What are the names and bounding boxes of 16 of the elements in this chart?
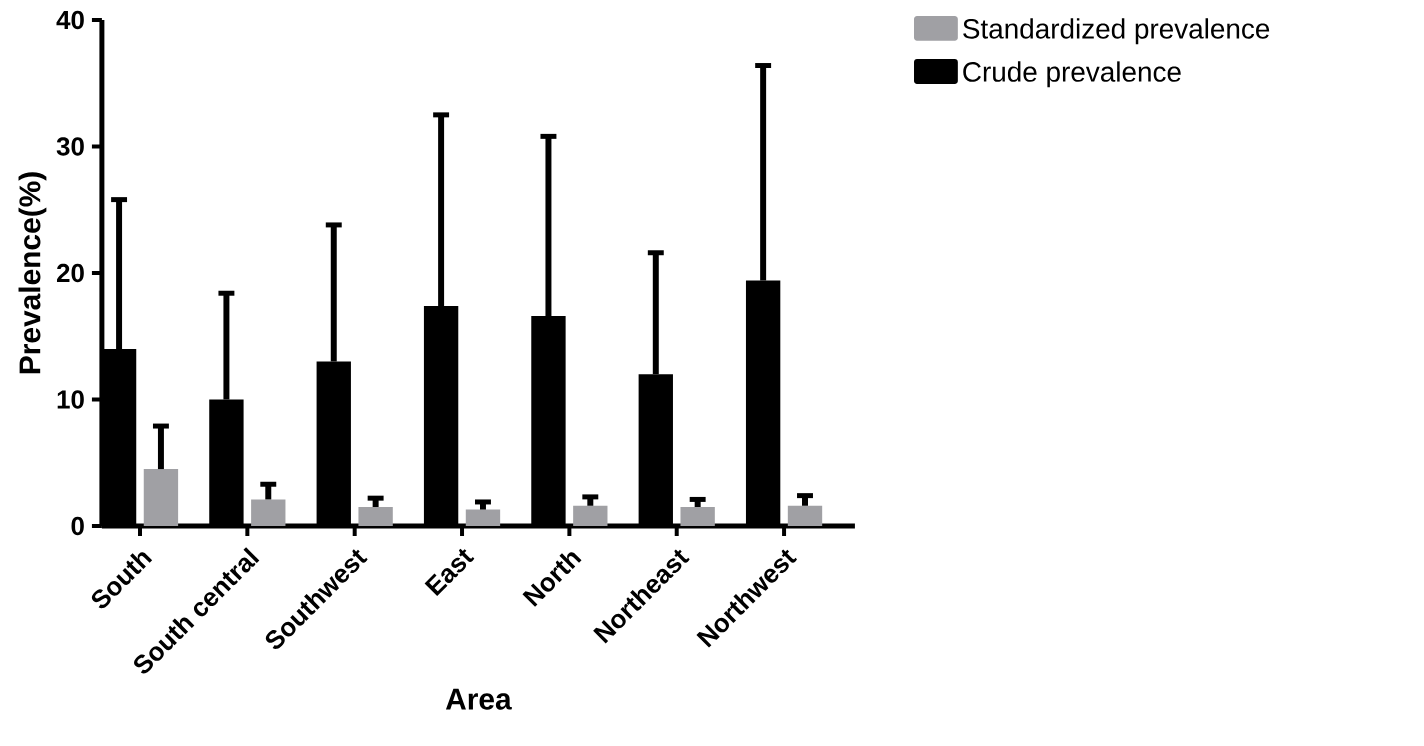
bar xyxy=(251,499,286,526)
y-tick-label: 40 xyxy=(56,10,84,30)
y-tick-label: 10 xyxy=(57,390,84,409)
y-tick-label: 20 xyxy=(56,263,84,283)
bar xyxy=(573,505,608,526)
bar xyxy=(680,507,715,526)
y-tick-label: 0 xyxy=(71,516,84,536)
bar xyxy=(787,505,823,526)
y-axis-title: Prevalence(%) xyxy=(18,172,47,374)
bar xyxy=(143,469,179,526)
bar xyxy=(358,507,393,526)
x-axis-title: Area xyxy=(445,688,512,710)
bar xyxy=(465,509,501,526)
y-tick-label: 30 xyxy=(56,137,84,156)
legend-label: Crude prevalence xyxy=(963,61,1181,88)
legend-label: Standardized prevalence xyxy=(963,18,1270,45)
